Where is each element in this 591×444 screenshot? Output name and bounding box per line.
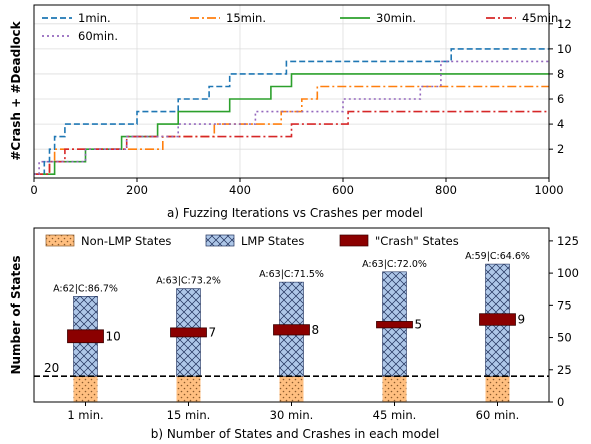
bar-non-lmp	[279, 376, 304, 402]
legend-swatch-crashstates	[339, 234, 369, 247]
bar-annotation: A:63|C:71.5%	[259, 269, 324, 280]
panel-a-series	[34, 48, 549, 175]
panel-a-frame	[33, 4, 550, 179]
bar-crash	[170, 327, 207, 338]
panel-b-bars: 10 A:62|C:86.7% 7 A:63|C:73.2% 8 A:63|C:71.5%…	[53, 251, 530, 402]
panel-b-y-tick-label: 0	[557, 395, 564, 409]
series-line-60min	[34, 60, 549, 175]
crash-count-label: 10	[106, 329, 121, 343]
panel-a-y-tick-label: 10	[557, 42, 572, 56]
legend-swatch-nonlmpstates	[45, 234, 75, 247]
panel-a-x-tick-label: 800	[435, 183, 457, 197]
series-line-45min	[34, 110, 549, 175]
bar-non-lmp	[73, 376, 98, 402]
reference-line-label: 20	[44, 361, 59, 375]
panel-b-x-tick-label: 1 min.	[67, 408, 103, 422]
panel-b-caption: b) Number of States and Crashes in each …	[151, 427, 440, 441]
panel-b-y-tick-label: 125	[557, 234, 579, 248]
crash-count-label: 7	[209, 325, 217, 339]
bar-crash	[67, 329, 104, 344]
bar-non-lmp	[176, 376, 201, 402]
bar-non-lmp	[382, 376, 407, 402]
panel-a-ylabel: #Crash + #Deadlock	[9, 20, 23, 160]
bar-crash	[479, 313, 516, 326]
panel-b-y-tick-label: 25	[557, 363, 572, 377]
bar-non-lmp	[485, 376, 510, 402]
panel-a-x-tick-label: 0	[30, 183, 37, 197]
crash-count-label: 9	[518, 313, 526, 327]
legend-label: 60min.	[78, 29, 118, 43]
bar-annotation: A:63|C:72.0%	[362, 259, 427, 270]
panel-a-y-tick-label: 2	[557, 142, 564, 156]
legend-swatch-lmpstates	[205, 234, 235, 247]
panel-b-y-tick-label: 75	[557, 298, 572, 312]
panel-a: 0 200 400 600 800 1000 2 4 6 8 10 12 #Crash + #Dea…	[9, 4, 572, 220]
legend-label: 30min.	[376, 11, 416, 25]
bar-annotation: A:63|C:73.2%	[156, 276, 221, 287]
panel-a-y-ticks: 2 4 6 8 10 12	[549, 17, 572, 156]
panel-b-x-tick-label: 45 min.	[373, 408, 417, 422]
panel-b-legend: Non-LMP States LMP States "Crash" States	[45, 234, 459, 248]
panel-b-y-tick-label: 50	[557, 331, 572, 345]
panel-b-y-ticks: 0 25 50 75 100 125	[549, 234, 579, 409]
panel-b-x-ticks: 1 min. 15 min. 30 min. 45 min. 60 min.	[67, 402, 519, 422]
panel-b-x-tick-label: 30 min.	[270, 408, 314, 422]
legend-label: 45min.	[522, 11, 562, 25]
bar-annotation: A:59|C:64.6%	[465, 251, 530, 262]
bar-annotation: A:62|C:86.7%	[53, 283, 118, 294]
panel-a-x-tick-label: 200	[126, 183, 148, 197]
panel-a-x-ticks: 0 200 400 600 800 1000	[30, 178, 564, 197]
legend-label: Non-LMP States	[81, 234, 171, 248]
panel-a-x-tick-label: 600	[332, 183, 354, 197]
panel-b: 10 A:62|C:86.7% 7 A:63|C:73.2% 8 A:63|C:71.5%…	[9, 227, 579, 441]
crash-count-label: 5	[415, 318, 423, 332]
panel-a-y-tick-label: 8	[557, 67, 564, 81]
legend-label: 15min.	[226, 11, 266, 25]
bar-crash	[273, 324, 310, 336]
panel-a-legend: 1min. 15min. 30min. 45min. 60min.	[42, 11, 562, 43]
legend-label: LMP States	[241, 234, 304, 248]
panel-a-caption: a) Fuzzing Iterations vs Crashes per mod…	[167, 206, 423, 220]
panel-a-y-tick-label: 12	[557, 17, 572, 31]
legend-label: 1min.	[78, 11, 111, 25]
legend-label: "Crash" States	[375, 234, 459, 248]
panel-b-y-tick-label: 100	[557, 266, 579, 280]
series-line-1min	[34, 48, 549, 175]
panel-a-y-tick-label: 6	[557, 92, 564, 106]
panel-b-x-tick-label: 60 min.	[476, 408, 520, 422]
panel-a-x-tick-label: 400	[229, 183, 251, 197]
panel-a-x-tick-label: 1000	[534, 183, 563, 197]
panel-b-x-tick-label: 15 min.	[167, 408, 211, 422]
panel-b-ylabel: Number of States	[9, 255, 23, 374]
panel-a-y-tick-label: 4	[557, 117, 564, 131]
bar-crash	[376, 321, 413, 329]
crash-count-label: 8	[312, 323, 320, 337]
